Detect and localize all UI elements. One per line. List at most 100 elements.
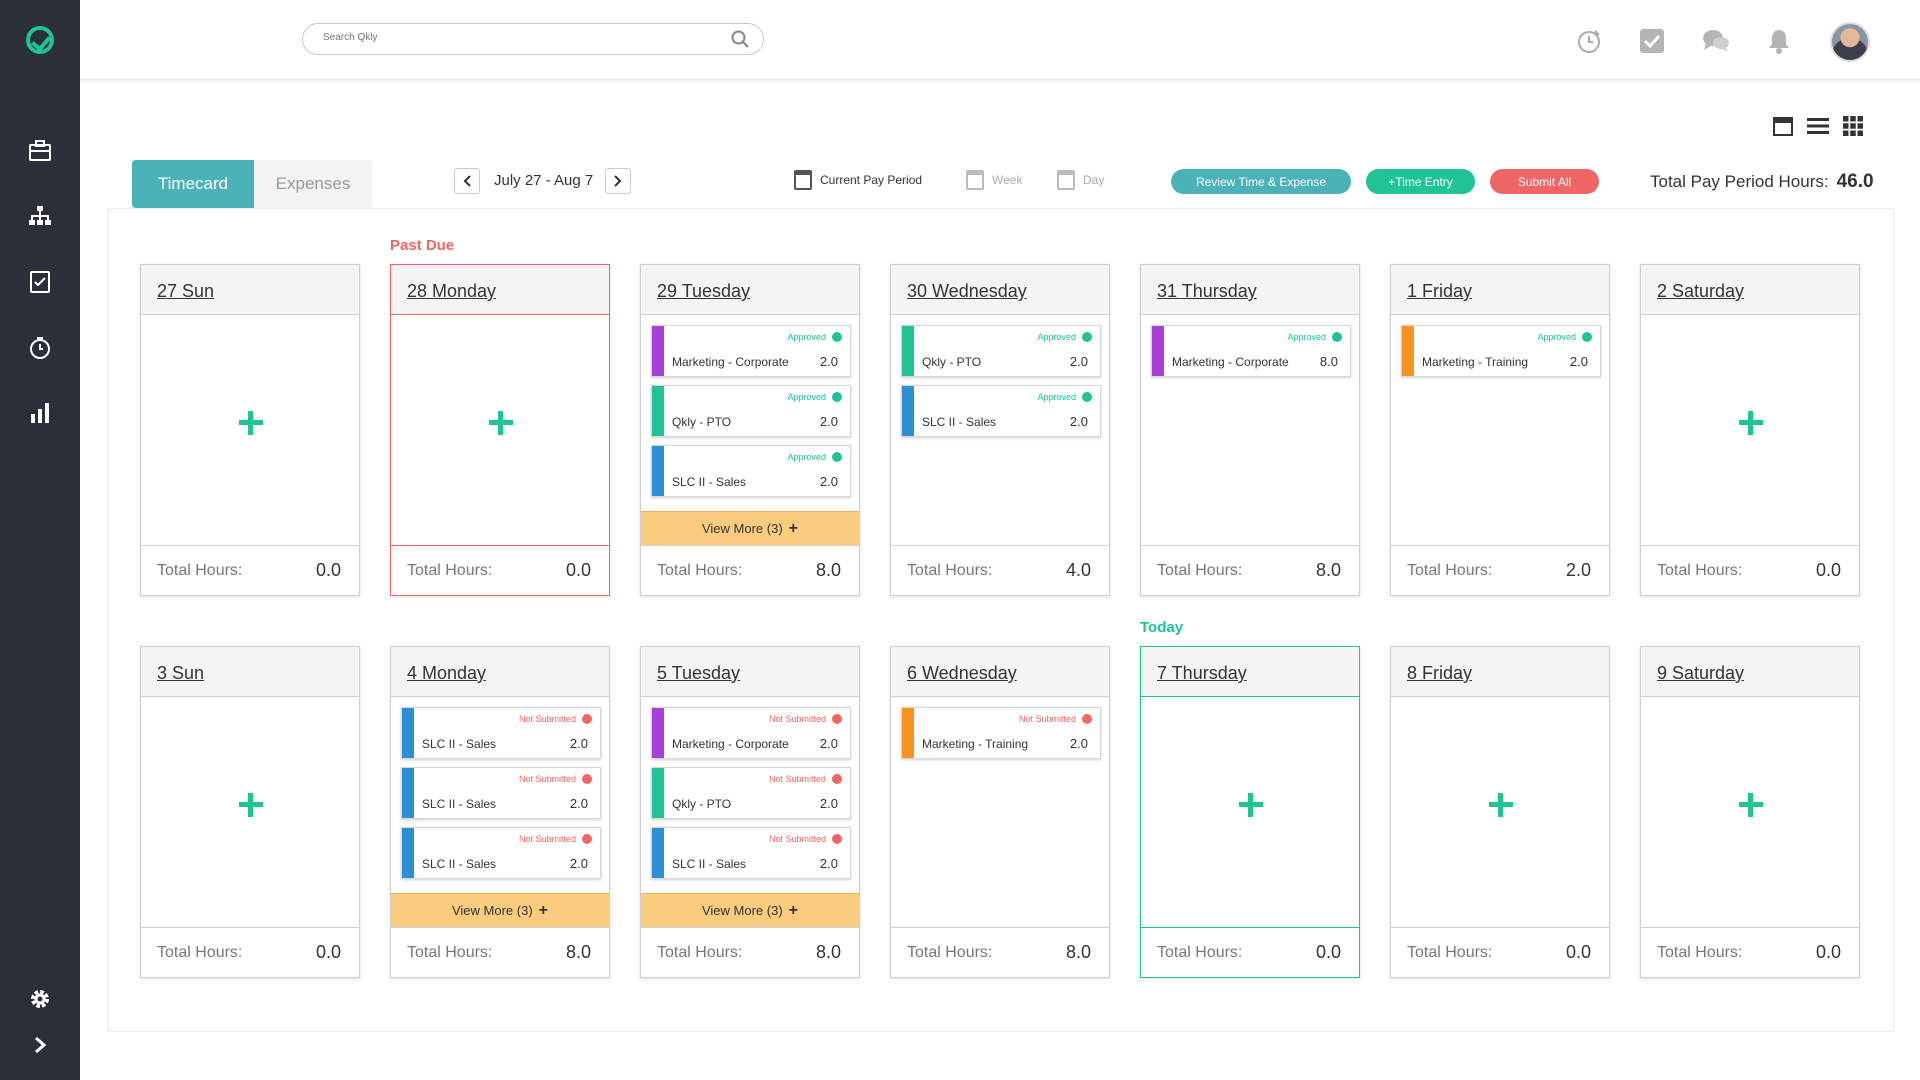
time-entry-card[interactable]: Approved SLC II - Sales 2.0 — [901, 385, 1101, 437]
total-hours-label: Total Hours: — [1407, 944, 1493, 961]
week-option[interactable]: Week — [966, 170, 1022, 190]
day-card-footer: Total Hours: 0.0 — [141, 545, 359, 595]
time-entry-card[interactable]: Approved SLC II - Sales 2.0 — [651, 445, 851, 497]
add-time-entry-plus-icon[interactable] — [1487, 791, 1515, 819]
day-card-header: 3 Sun — [141, 647, 359, 697]
day-label: Day — [1083, 173, 1105, 187]
day-title-link[interactable]: 29 Tuesday — [657, 281, 751, 301]
day-title-link[interactable]: 1 Friday — [1407, 281, 1473, 301]
time-entry-card[interactable]: Not Submitted Marketing - Training 2.0 — [901, 707, 1101, 759]
tasks-check-icon[interactable] — [1637, 26, 1667, 56]
calendar-icon — [1057, 170, 1075, 190]
search-box[interactable] — [302, 23, 764, 55]
day-title-link[interactable]: 6 Wednesday — [907, 663, 1017, 683]
time-entry-card[interactable]: Not Submitted SLC II - Sales 2.0 — [401, 707, 601, 759]
view-more-button[interactable]: View More (3) + — [641, 511, 859, 545]
add-time-entry-plus-icon[interactable] — [1737, 409, 1765, 437]
view-more-button[interactable]: View More (3) + — [641, 893, 859, 927]
add-time-entry-plus-icon[interactable] — [237, 791, 265, 819]
entry-project-label: Marketing - Training — [922, 737, 1029, 751]
calendar-view-icon[interactable] — [1767, 110, 1799, 142]
time-entry-card[interactable]: Not Submitted SLC II - Sales 2.0 — [651, 827, 851, 879]
chat-icon[interactable] — [1701, 26, 1731, 56]
day-title-link[interactable]: 2 Saturday — [1657, 281, 1745, 301]
timer-icon[interactable] — [1574, 26, 1604, 56]
entry-project-label: SLC II - Sales — [422, 797, 497, 811]
project-color-bar — [902, 708, 914, 758]
status-dot-icon — [1082, 392, 1092, 402]
add-time-entry-plus-icon[interactable] — [237, 409, 265, 437]
total-hours-label: Total Hours: — [1407, 562, 1493, 579]
review-time-expense-button[interactable]: Review Time & Expense — [1171, 169, 1351, 194]
prev-period-button[interactable] — [454, 168, 480, 194]
search-input[interactable] — [323, 32, 723, 43]
day-title-link[interactable]: 7 Thursday — [1157, 663, 1247, 683]
day-card: 8 Friday Total Hours: 0.0 — [1390, 646, 1610, 978]
day-card-header: 28 Monday — [391, 265, 609, 315]
add-time-entry-plus-icon[interactable] — [487, 409, 515, 437]
next-period-button[interactable] — [605, 168, 631, 194]
stopwatch-icon[interactable] — [20, 328, 60, 368]
entry-status-label: Approved — [1037, 332, 1076, 342]
day-card-header: 8 Friday — [1391, 647, 1609, 697]
current-pay-period-option[interactable]: Current Pay Period — [794, 170, 922, 190]
notification-bell-icon[interactable] — [1764, 26, 1794, 56]
day-title-link[interactable]: 31 Thursday — [1157, 281, 1257, 301]
time-entry-card[interactable]: Approved Qkly - PTO 2.0 — [901, 325, 1101, 377]
time-entry-card[interactable]: Approved Qkly - PTO 2.0 — [651, 385, 851, 437]
total-hours-label: Total Hours: — [907, 562, 993, 579]
day-card-header: 31 Thursday — [1141, 265, 1359, 315]
time-entry-card[interactable]: Approved Marketing - Corporate 8.0 — [1151, 325, 1351, 377]
entry-status-label: Approved — [1287, 332, 1326, 342]
day-title-link[interactable]: 5 Tuesday — [657, 663, 741, 683]
day-title-link[interactable]: 8 Friday — [1407, 663, 1473, 683]
tab-expenses[interactable]: Expenses — [275, 174, 351, 193]
org-chart-icon[interactable] — [20, 196, 60, 236]
expand-chevron-icon[interactable] — [20, 1025, 60, 1065]
entry-hours-value: 2.0 — [1069, 354, 1088, 369]
day-title-link[interactable]: 27 Sun — [157, 281, 215, 301]
submit-all-button[interactable]: Submit All — [1490, 169, 1599, 194]
settings-gear-icon[interactable] — [20, 979, 60, 1019]
user-avatar[interactable] — [1830, 22, 1870, 62]
add-time-entry-plus-icon[interactable] — [1737, 791, 1765, 819]
day-card: 29 Tuesday Approved Marketing - Corporate 2… — [640, 264, 860, 596]
tab-bar: Timecard Expenses — [132, 160, 372, 208]
time-entry-card[interactable]: Approved Marketing - Corporate 2.0 — [651, 325, 851, 377]
bar-chart-icon[interactable] — [20, 393, 60, 433]
time-entry-button[interactable]: +Time Entry — [1366, 169, 1475, 194]
time-entry-card[interactable]: Not Submitted Qkly - PTO 2.0 — [651, 767, 851, 819]
day-title-link[interactable]: 3 Sun — [157, 663, 205, 683]
day-card-body: Approved Marketing - Training 2.0 — [1391, 315, 1609, 547]
search-icon[interactable] — [731, 30, 749, 48]
timesheet-icon[interactable] — [20, 262, 60, 302]
day-title-link[interactable]: 30 Wednesday — [907, 281, 1027, 301]
plus-icon: + — [788, 901, 799, 919]
total-hours-value: 4.0 — [1065, 560, 1091, 580]
total-hours-label: Total Hours: — [157, 944, 243, 961]
briefcase-icon[interactable] — [20, 131, 60, 171]
day-card: 1 Friday Approved Marketing - Training 2.0 T… — [1390, 264, 1610, 596]
entry-status-label: Not Submitted — [768, 714, 826, 724]
entry-project-label: SLC II - Sales — [422, 737, 497, 751]
tab-timecard[interactable]: Timecard — [132, 160, 254, 208]
grid-view-icon[interactable] — [1837, 110, 1869, 142]
time-entry-card[interactable]: Not Submitted SLC II - Sales 2.0 — [401, 767, 601, 819]
qkly-logo-icon[interactable] — [20, 20, 60, 60]
view-more-button[interactable]: View More (3) + — [391, 893, 609, 927]
list-view-icon[interactable] — [1802, 110, 1834, 142]
day-option[interactable]: Day — [1057, 170, 1104, 190]
time-entry-card[interactable]: Approved Marketing - Training 2.0 — [1401, 325, 1601, 377]
day-title-link[interactable]: 28 Monday — [407, 281, 497, 301]
entry-project-label: Marketing - Corporate — [672, 737, 789, 751]
time-entry-card[interactable]: Not Submitted SLC II - Sales 2.0 — [401, 827, 601, 879]
time-entry-card[interactable]: Not Submitted Marketing - Corporate 2.0 — [651, 707, 851, 759]
total-hours-value: 2.0 — [1565, 560, 1591, 580]
day-card-body: Approved Qkly - PTO 2.0 Approved SLC II - Sa… — [891, 315, 1109, 547]
day-card-body — [141, 315, 359, 547]
day-title-link[interactable]: 9 Saturday — [1657, 663, 1745, 683]
project-color-bar — [1152, 326, 1164, 376]
project-color-bar — [402, 828, 414, 878]
add-time-entry-plus-icon[interactable] — [1237, 791, 1265, 819]
day-title-link[interactable]: 4 Monday — [407, 663, 487, 683]
